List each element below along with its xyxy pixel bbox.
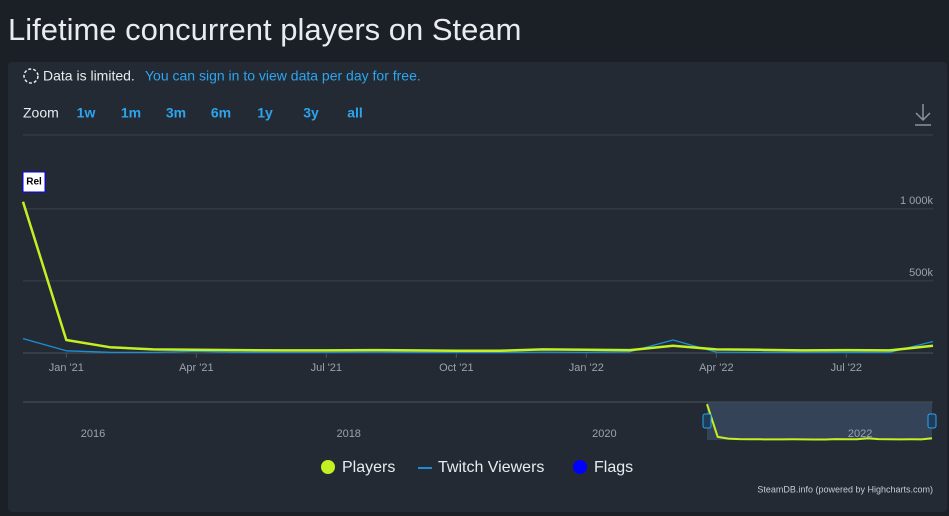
x-tick-label: Jan '22 [569, 362, 604, 374]
zoom-button[interactable]: 3m [166, 105, 186, 121]
legend-symbol [573, 460, 587, 474]
notice-text: Data is limited. [43, 68, 135, 84]
navigator-label: 2016 [81, 428, 105, 440]
flag-label: Rel [26, 177, 42, 188]
series-line [22, 337, 934, 354]
legend-label[interactable]: Flags [594, 459, 633, 476]
zoom-button[interactable]: 6m [211, 105, 231, 121]
download-icon[interactable] [915, 104, 931, 126]
x-tick-label: Apr '22 [699, 362, 734, 374]
zoom-buttons: 1w 1m 3m 6m 1y 3y all [77, 105, 363, 121]
y-tick-label: 1 000k [900, 195, 934, 207]
zoom-label: Zoom [23, 105, 59, 121]
legend-label[interactable]: Twitch Viewers [438, 459, 544, 476]
legend-symbol [321, 460, 335, 474]
notice-link[interactable]: You can sign in to view data per day for… [145, 68, 421, 84]
x-tick-label: Jul '22 [831, 362, 862, 374]
flag [22, 171, 46, 193]
navigator-label: 2020 [592, 428, 616, 440]
navigator-handle[interactable] [702, 413, 712, 429]
plot: 500k 1 000k Jan '21 Apr '21 Jul '21 Oct '21 Ja… [21, 171, 934, 374]
x-tick-label: Apr '21 [179, 362, 214, 374]
panel [8, 62, 947, 512]
zoom-button[interactable]: 1w [77, 105, 96, 121]
series-line [706, 403, 933, 441]
credit: SteamDB.info (powered by Highcharts.com) [757, 484, 933, 494]
zoom-button[interactable]: 1m [121, 105, 141, 121]
y-tick-label: 500k [909, 267, 933, 279]
page-title: Lifetime concurrent players on Steam [8, 12, 521, 47]
x-tick-label: Jul '21 [311, 362, 342, 374]
legend-label[interactable]: Players [342, 459, 395, 476]
series-line [21, 201, 934, 353]
zoom-button[interactable]: all [347, 105, 363, 121]
navigator-mask [707, 402, 932, 440]
navigator-label: 2022 [848, 428, 872, 440]
notice-icon [23, 68, 39, 84]
navigator-handle[interactable] [927, 413, 937, 429]
navigator-label: 2018 [336, 428, 360, 440]
x-tick-label: Oct '21 [439, 362, 474, 374]
zoom-button[interactable]: 1y [257, 105, 273, 121]
zoom-button[interactable]: 3y [303, 105, 319, 121]
x-tick-label: Jan '21 [49, 362, 84, 374]
